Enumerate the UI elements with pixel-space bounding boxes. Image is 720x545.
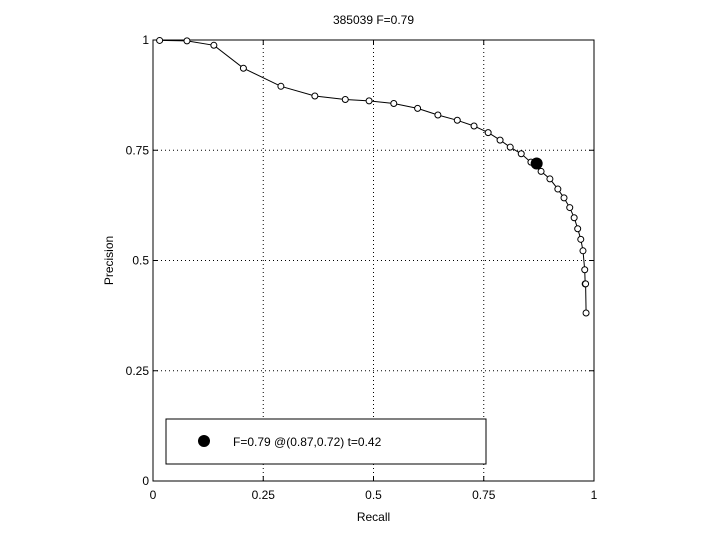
- data-point: [434, 111, 442, 119]
- y-axis-label: Precision: [102, 236, 116, 285]
- data-point: [582, 309, 590, 317]
- data-point: [311, 92, 319, 100]
- data-point: [546, 175, 554, 183]
- data-point: [414, 104, 422, 112]
- x-tick-label: 0: [150, 488, 157, 502]
- x-tick-label: 0.75: [472, 488, 496, 502]
- chart-title: 385039 F=0.79: [333, 13, 414, 27]
- legend-marker: [198, 435, 210, 447]
- x-tick-label: 1: [591, 488, 598, 502]
- ticks: 0 0.25 0.5 0.75 1 0 0.25 0.5 0.75 1: [126, 33, 598, 502]
- y-tick-label: 0: [142, 474, 149, 488]
- data-point: [183, 37, 191, 45]
- y-tick-label: 0.75: [126, 143, 150, 157]
- best-f-point: [530, 157, 543, 170]
- data-point: [570, 214, 578, 222]
- data-point: [581, 266, 589, 274]
- data-points: [156, 36, 590, 317]
- data-point: [156, 36, 164, 44]
- data-point: [453, 116, 461, 124]
- data-point: [239, 64, 247, 72]
- x-tick-label: 0.5: [365, 488, 382, 502]
- data-point: [390, 100, 398, 108]
- y-tick-label: 1: [142, 33, 149, 47]
- data-point: [537, 167, 545, 175]
- data-point: [560, 194, 568, 202]
- y-tick-label: 0.25: [126, 364, 150, 378]
- x-tick-label: 0.25: [252, 488, 276, 502]
- data-point: [470, 122, 478, 130]
- data-point: [517, 150, 525, 158]
- data-point: [484, 129, 492, 137]
- legend-box: [165, 418, 487, 465]
- data-point: [582, 280, 590, 288]
- grid: [153, 40, 594, 481]
- data-point: [210, 41, 218, 49]
- data-point: [579, 247, 587, 255]
- data-point: [365, 97, 373, 105]
- data-point: [341, 96, 349, 104]
- data-point: [277, 82, 285, 90]
- x-axis-label: Recall: [357, 510, 390, 524]
- y-tick-label: 0.5: [132, 254, 149, 268]
- legend: F=0.79 @(0.87,0.72) t=0.42: [165, 418, 487, 465]
- legend-label: F=0.79 @(0.87,0.72) t=0.42: [233, 435, 382, 449]
- series-line: [159, 39, 587, 314]
- data-point: [574, 225, 582, 233]
- data-point: [554, 185, 562, 193]
- data-point: [496, 136, 504, 144]
- data-point: [566, 204, 574, 212]
- data-point: [506, 143, 514, 151]
- data-point: [577, 235, 585, 243]
